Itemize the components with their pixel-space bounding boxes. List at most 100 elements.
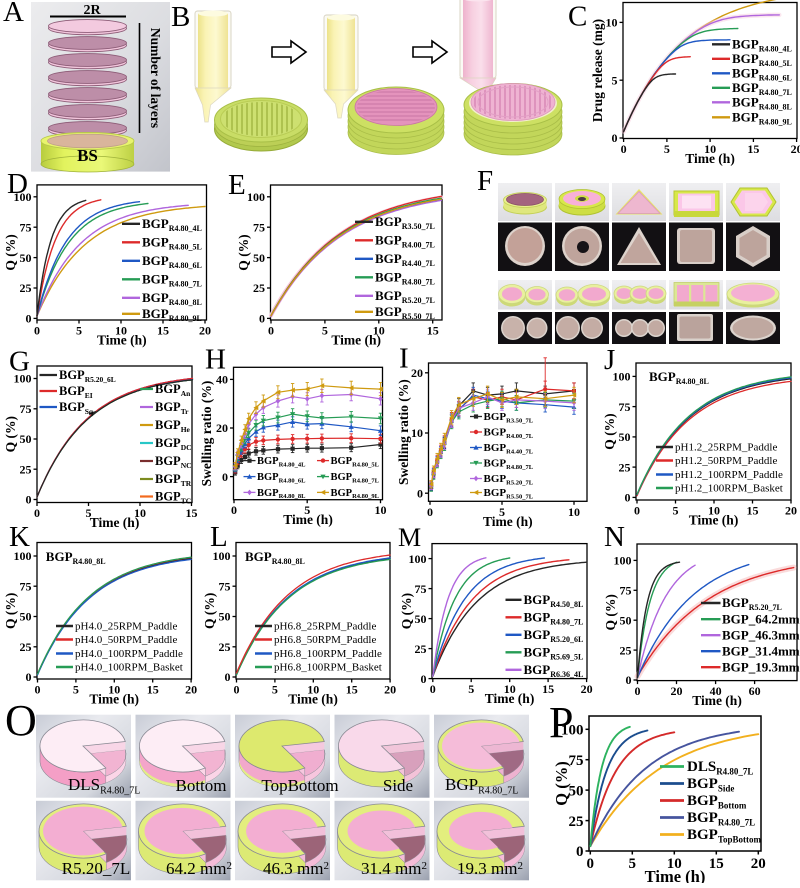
svg-text:75: 75 xyxy=(219,580,231,594)
svg-text:0: 0 xyxy=(26,670,32,684)
svg-text:pH1.2_100RPM_Paddle: pH1.2_100RPM_Paddle xyxy=(675,469,783,481)
svg-text:40: 40 xyxy=(216,373,228,387)
svg-text:Time (h): Time (h) xyxy=(288,692,338,707)
svg-text:75: 75 xyxy=(20,402,32,416)
svg-text:100: 100 xyxy=(213,549,231,563)
svg-text:25: 25 xyxy=(20,462,32,476)
svg-text:I: I xyxy=(399,343,409,375)
svg-text:5: 5 xyxy=(499,505,505,519)
svg-text:0: 0 xyxy=(259,312,265,326)
svg-text:20: 20 xyxy=(185,683,197,697)
svg-text:15: 15 xyxy=(157,324,169,338)
svg-text:15: 15 xyxy=(709,856,724,872)
svg-text:pH4.0_100RPM_Basket: pH4.0_100RPM_Basket xyxy=(75,662,183,674)
svg-text:Swelling ratio (%): Swelling ratio (%) xyxy=(396,379,411,485)
svg-text:0: 0 xyxy=(427,505,433,519)
svg-text:100: 100 xyxy=(247,190,265,204)
svg-text:20: 20 xyxy=(199,324,211,338)
svg-text:20: 20 xyxy=(671,684,683,698)
svg-text:0: 0 xyxy=(634,504,640,518)
svg-text:R5.20_7L: R5.20_7L xyxy=(62,859,130,878)
svg-text:15: 15 xyxy=(147,683,159,697)
svg-text:Q (%): Q (%) xyxy=(602,413,617,449)
svg-text:10: 10 xyxy=(373,324,385,338)
svg-text:M: M xyxy=(398,523,421,552)
svg-text:5: 5 xyxy=(272,683,278,697)
svg-text:0: 0 xyxy=(268,324,274,338)
svg-text:pH1.2_50RPM_Paddle: pH1.2_50RPM_Paddle xyxy=(675,455,777,467)
svg-text:5: 5 xyxy=(304,503,310,517)
svg-text:Time (h): Time (h) xyxy=(692,693,742,708)
svg-text:O: O xyxy=(5,696,37,745)
svg-text:pH4.0_100RPM_Paddle: pH4.0_100RPM_Paddle xyxy=(75,648,183,660)
svg-text:F: F xyxy=(477,165,493,197)
svg-text:20: 20 xyxy=(216,421,228,435)
svg-text:10: 10 xyxy=(375,503,387,517)
svg-text:0: 0 xyxy=(587,856,595,872)
svg-text:Q (%): Q (%) xyxy=(603,594,618,630)
svg-text:0: 0 xyxy=(34,324,40,338)
svg-text:15: 15 xyxy=(747,504,759,518)
svg-text:Q (%): Q (%) xyxy=(399,593,414,629)
svg-text:BGPTr: BGPTr xyxy=(155,400,189,416)
svg-text:Time (h): Time (h) xyxy=(689,513,739,528)
svg-text:25: 25 xyxy=(415,642,427,656)
svg-text:0: 0 xyxy=(621,142,627,156)
svg-text:pH1.2_100RPM_Basket: pH1.2_100RPM_Basket xyxy=(675,483,783,495)
svg-text:Swelling ratio (%): Swelling ratio (%) xyxy=(199,381,214,487)
svg-text:50: 50 xyxy=(415,612,427,626)
svg-text:19.3 mm2: 19.3 mm2 xyxy=(457,859,523,878)
svg-text:20: 20 xyxy=(384,683,396,697)
svg-text:Time (h): Time (h) xyxy=(283,512,333,527)
svg-text:TopBottom: TopBottom xyxy=(261,776,338,795)
svg-text:25: 25 xyxy=(253,281,265,295)
svg-text:100: 100 xyxy=(409,552,427,566)
svg-text:50: 50 xyxy=(569,783,584,799)
svg-text:K: K xyxy=(9,521,30,553)
svg-text:Q (%): Q (%) xyxy=(3,234,18,270)
svg-text:Time (h): Time (h) xyxy=(685,151,735,166)
svg-text:25: 25 xyxy=(619,460,631,474)
svg-text:pH6.8_50RPM_Paddle: pH6.8_50RPM_Paddle xyxy=(274,634,376,646)
svg-text:N: N xyxy=(604,521,625,553)
svg-text:75: 75 xyxy=(619,400,631,414)
svg-text:Time (h): Time (h) xyxy=(90,515,140,530)
svg-text:20: 20 xyxy=(751,856,766,872)
svg-text:Q (%): Q (%) xyxy=(552,761,571,805)
svg-text:75: 75 xyxy=(415,582,427,596)
svg-text:Q (%): Q (%) xyxy=(3,593,18,629)
svg-text:0: 0 xyxy=(26,493,32,507)
svg-text:15: 15 xyxy=(542,682,554,696)
svg-text:100: 100 xyxy=(14,372,32,386)
svg-text:Time (h): Time (h) xyxy=(97,333,147,348)
svg-text:10: 10 xyxy=(704,142,716,156)
svg-text:Q (%): Q (%) xyxy=(236,234,251,270)
svg-text:50: 50 xyxy=(253,251,265,265)
svg-text:0: 0 xyxy=(635,684,641,698)
svg-text:Time (h): Time (h) xyxy=(483,514,533,529)
svg-text:0: 0 xyxy=(231,503,237,517)
svg-text:BS: BS xyxy=(77,146,98,165)
svg-text:15: 15 xyxy=(427,324,439,338)
svg-text:10: 10 xyxy=(134,506,146,520)
svg-text:BGPEI: BGPEI xyxy=(59,384,93,400)
svg-text:D: D xyxy=(7,168,28,200)
svg-text:pH4.0_50RPM_Paddle: pH4.0_50RPM_Paddle xyxy=(75,634,177,646)
svg-text:5: 5 xyxy=(76,324,82,338)
svg-text:20: 20 xyxy=(581,682,593,696)
svg-text:46.3 mm2: 46.3 mm2 xyxy=(263,859,329,878)
svg-text:E: E xyxy=(228,169,246,201)
svg-text:5: 5 xyxy=(73,683,79,697)
svg-text:0: 0 xyxy=(222,470,228,484)
svg-text:10: 10 xyxy=(108,683,120,697)
svg-text:25: 25 xyxy=(20,281,32,295)
svg-text:100: 100 xyxy=(14,549,32,563)
svg-text:10: 10 xyxy=(568,505,580,519)
svg-text:0: 0 xyxy=(421,672,427,686)
svg-text:50: 50 xyxy=(619,430,631,444)
svg-text:Q (%): Q (%) xyxy=(202,593,217,629)
svg-text:100: 100 xyxy=(561,723,584,739)
